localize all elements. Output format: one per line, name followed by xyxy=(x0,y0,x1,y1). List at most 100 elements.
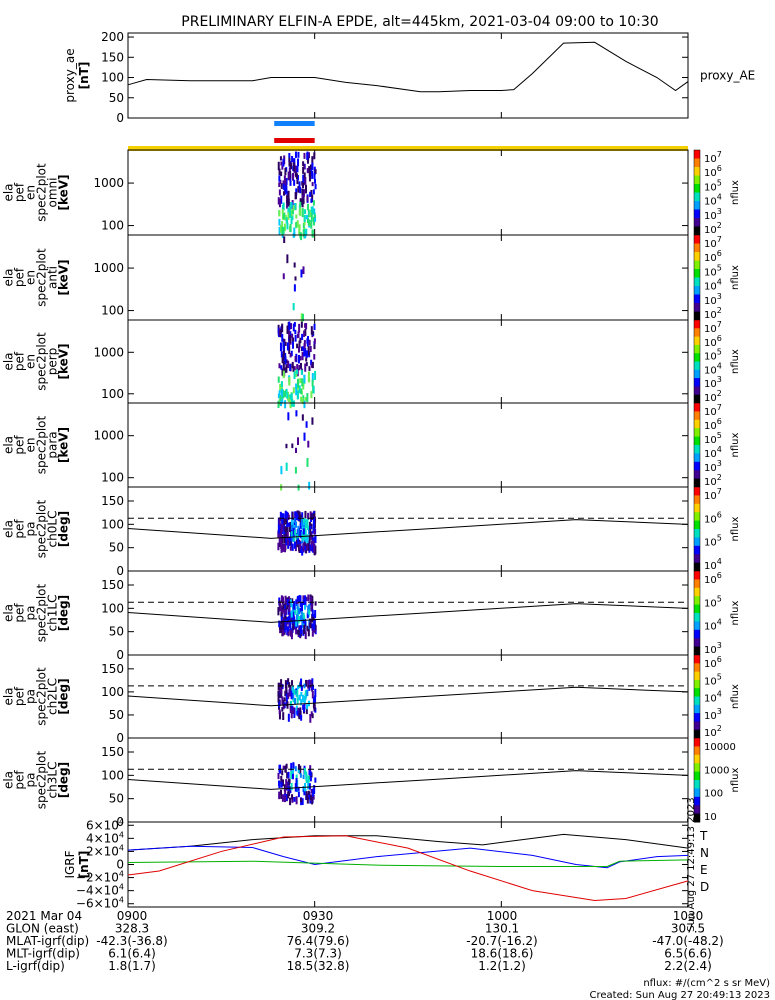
spectrogram-pixel xyxy=(313,323,316,330)
spectrogram-pixel xyxy=(303,374,306,383)
spectrogram-pixel xyxy=(279,532,282,541)
spectrogram-pixel xyxy=(283,604,286,609)
y-axis-label: ch2LC xyxy=(46,678,60,715)
colorbar-segment xyxy=(694,411,700,421)
spectrogram-pixel xyxy=(309,714,312,723)
spectrogram-pixel xyxy=(301,694,304,703)
spectrogram-pixel xyxy=(286,772,289,779)
spectrogram-pixel xyxy=(295,221,298,228)
spectrogram-pixel xyxy=(280,781,283,788)
spectrogram-pixel xyxy=(289,705,292,714)
y-axis-units: [nT] xyxy=(77,62,91,90)
spectrogram-pixel xyxy=(301,398,304,405)
spectrogram-pixel xyxy=(311,595,314,604)
spectrogram-pixel xyxy=(289,224,292,233)
spectrogram-pixel xyxy=(291,543,294,551)
spectrogram-pixel xyxy=(286,599,289,606)
spectrogram-pixel xyxy=(313,513,316,521)
spectrogram-pixel xyxy=(304,618,307,626)
footer-value: 328.3 xyxy=(115,922,149,936)
spectrogram-pixel xyxy=(296,220,299,228)
spectrogram-pixel xyxy=(284,341,287,346)
spectrogram-pixel xyxy=(301,378,304,387)
spectrogram-pixel xyxy=(281,208,284,214)
spectrogram-pixel xyxy=(298,694,301,701)
spectrogram-pixel xyxy=(281,598,284,604)
colorbar-segment xyxy=(694,361,700,371)
colorbar-segment xyxy=(694,320,700,329)
y-axis-label: ela xyxy=(2,604,16,622)
spectrogram-pixel xyxy=(286,527,289,532)
spectrogram-pixel xyxy=(307,628,310,637)
spectrogram-pixel xyxy=(299,198,302,205)
spectrogram-pixel xyxy=(293,158,296,166)
spectrogram-pixel xyxy=(301,524,304,530)
colorbar-segment xyxy=(694,403,700,412)
spectrogram-pixel xyxy=(314,610,317,619)
colorbar-label: nflux xyxy=(730,349,741,374)
spectrogram-pixel xyxy=(286,195,289,204)
spectrogram-pixel xyxy=(296,379,299,388)
spectrogram-pixel xyxy=(299,543,302,550)
spectrogram-pixel xyxy=(311,330,314,336)
colorbar-tick-label: 106 xyxy=(704,417,722,432)
panel-frame xyxy=(127,234,689,321)
y-axis-label: [deg] xyxy=(57,678,71,714)
spectrogram-pixel xyxy=(293,227,296,237)
colorbar-segment xyxy=(694,763,700,773)
spectrogram-pixel xyxy=(296,514,299,521)
spectrogram-pixel xyxy=(283,697,286,702)
colorbar-tick-label: 103 xyxy=(704,707,722,722)
y-axis-label: en xyxy=(24,185,38,200)
y-tick-label: 6×104 xyxy=(86,817,124,832)
spectrogram-pixel xyxy=(284,595,287,603)
colorbar-tick-label: 103 xyxy=(704,292,722,307)
y-tick-label: 1000 xyxy=(93,345,124,359)
spectrogram-pixel xyxy=(306,168,309,174)
colorbar-segment xyxy=(694,419,700,429)
footer-value: 307.5 xyxy=(671,922,705,936)
spectrogram-pixel xyxy=(284,607,287,616)
spectrogram-pixel xyxy=(302,161,305,167)
spectrogram-pixel xyxy=(295,796,298,805)
spectrogram-pixel xyxy=(281,684,284,690)
spectrogram-pixel xyxy=(313,625,316,631)
spectrogram-pixel xyxy=(290,630,293,640)
colorbar-segment xyxy=(694,167,700,176)
spectrogram-pixel xyxy=(313,697,316,704)
spectrogram-pixel xyxy=(311,417,314,425)
spectrogram-pixel xyxy=(305,543,308,551)
spectrogram-pixel xyxy=(314,695,317,704)
panel-frame xyxy=(127,486,689,572)
spectrogram-pixel xyxy=(291,443,294,449)
footer-value: 1030 xyxy=(673,909,704,923)
spectrogram-pixel xyxy=(304,328,307,336)
y-axis-label: pef xyxy=(13,519,27,539)
spectrogram-pixel xyxy=(278,711,281,720)
spectrogram-pixel xyxy=(294,529,297,536)
y-axis-label: pef xyxy=(13,603,27,623)
y-axis-label: ela xyxy=(2,268,16,286)
spectrogram-pixel xyxy=(299,362,302,369)
spectrogram-pixel xyxy=(295,173,298,179)
spectrogram-pixel xyxy=(284,510,287,519)
spectrogram-pixel xyxy=(286,616,289,625)
panel-frame xyxy=(127,570,689,656)
spectrogram-pixel xyxy=(277,691,280,697)
spectrogram-pixel xyxy=(289,685,292,693)
spectrogram-pixel xyxy=(301,192,304,199)
colorbar-tick-label: 103 xyxy=(704,207,722,222)
spectrogram-pixel xyxy=(289,599,292,607)
spectrogram-pixel xyxy=(279,179,282,184)
spectrogram-pixel xyxy=(289,546,292,551)
spectrogram-pixel xyxy=(280,381,283,387)
spectrogram-pixel xyxy=(293,601,296,610)
spectrogram-pixel xyxy=(280,183,283,189)
spectrogram-pixel xyxy=(298,511,301,520)
colorbar-segment xyxy=(694,495,700,505)
spectrogram-pixel xyxy=(298,595,301,603)
spectrogram-pixel xyxy=(297,768,300,774)
spectrogram-pixel xyxy=(309,679,312,688)
spectrogram-pixel xyxy=(296,614,299,623)
spectrogram-pixel xyxy=(308,366,311,371)
